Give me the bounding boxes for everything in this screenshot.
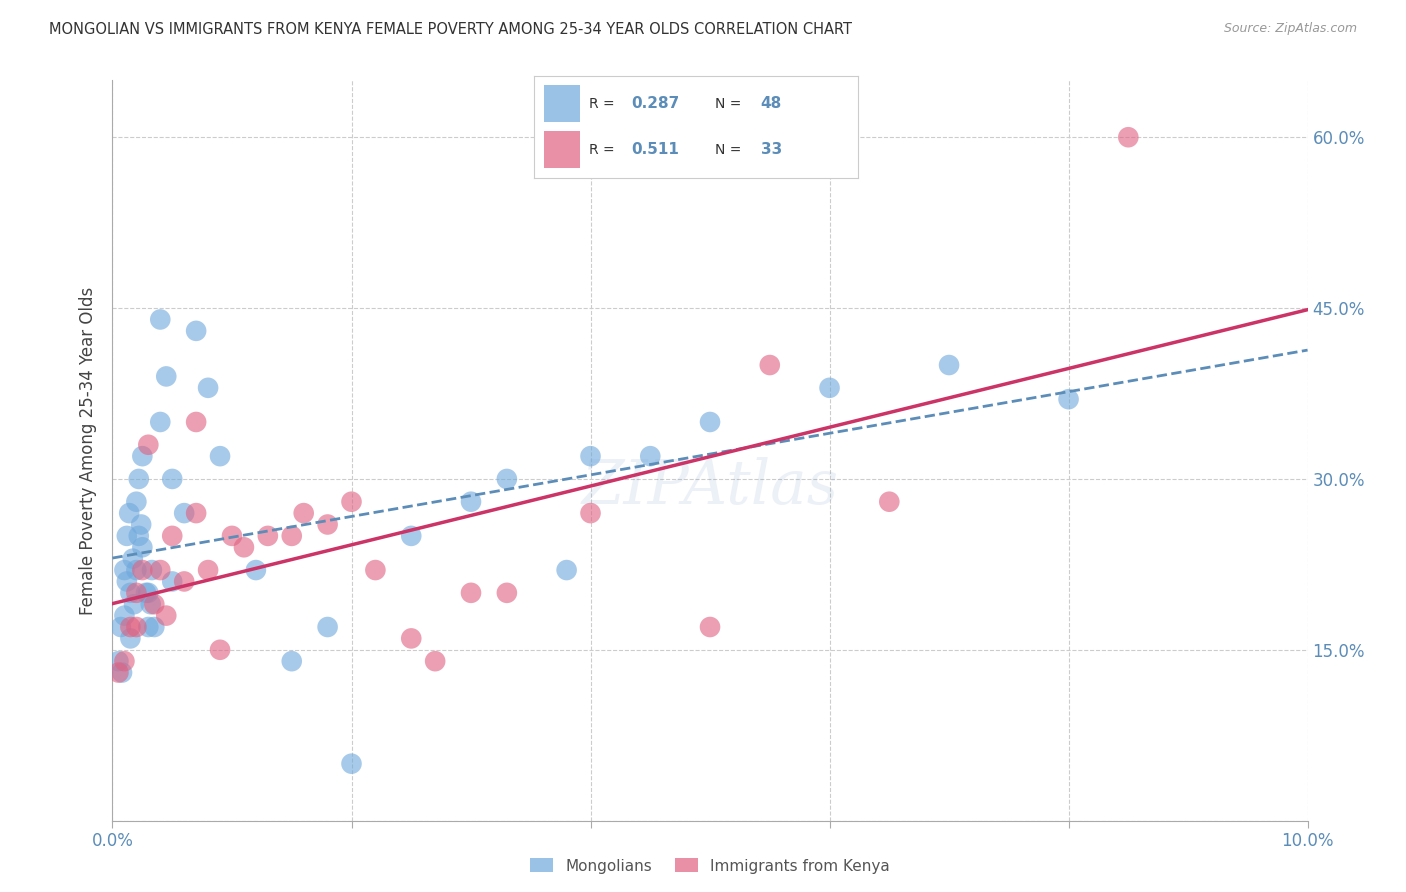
Text: MONGOLIAN VS IMMIGRANTS FROM KENYA FEMALE POVERTY AMONG 25-34 YEAR OLDS CORRELAT: MONGOLIAN VS IMMIGRANTS FROM KENYA FEMAL… bbox=[49, 22, 852, 37]
Point bbox=[759, 358, 782, 372]
Legend: Mongolians, Immigrants from Kenya: Mongolians, Immigrants from Kenya bbox=[524, 853, 896, 880]
Point bbox=[107, 665, 129, 680]
Y-axis label: Female Poverty Among 25-34 Year Olds: Female Poverty Among 25-34 Year Olds bbox=[79, 286, 97, 615]
Point bbox=[555, 563, 578, 577]
Text: ZIPAtlas: ZIPAtlas bbox=[582, 458, 838, 517]
Point bbox=[496, 472, 519, 486]
Point bbox=[340, 494, 363, 508]
Point bbox=[114, 654, 135, 668]
Point bbox=[162, 574, 183, 589]
Point bbox=[1118, 130, 1140, 145]
Point bbox=[879, 494, 901, 508]
Point bbox=[139, 597, 162, 611]
Point bbox=[149, 415, 172, 429]
Point bbox=[173, 574, 195, 589]
Point bbox=[460, 494, 482, 508]
Point bbox=[128, 472, 150, 486]
Point bbox=[114, 608, 135, 623]
Text: Source: ZipAtlas.com: Source: ZipAtlas.com bbox=[1223, 22, 1357, 36]
Text: 48: 48 bbox=[761, 96, 782, 111]
Text: N =: N = bbox=[716, 143, 747, 157]
Point bbox=[143, 597, 166, 611]
Point bbox=[699, 620, 721, 634]
Point bbox=[579, 449, 602, 463]
Point bbox=[209, 449, 232, 463]
Point bbox=[186, 506, 208, 520]
Point bbox=[186, 415, 208, 429]
Point bbox=[245, 563, 267, 577]
Point bbox=[120, 632, 142, 646]
Point bbox=[143, 620, 166, 634]
Point bbox=[131, 541, 153, 555]
Point bbox=[110, 620, 132, 634]
Point bbox=[125, 494, 148, 508]
Point bbox=[197, 563, 219, 577]
Point bbox=[579, 506, 602, 520]
Point bbox=[186, 324, 208, 338]
Point bbox=[131, 449, 153, 463]
Point bbox=[155, 369, 177, 384]
Point bbox=[425, 654, 447, 668]
Point bbox=[107, 654, 129, 668]
Point bbox=[1057, 392, 1080, 407]
Point bbox=[401, 529, 423, 543]
Text: 33: 33 bbox=[761, 142, 782, 157]
Text: 0.287: 0.287 bbox=[631, 96, 679, 111]
Point bbox=[120, 620, 142, 634]
Point bbox=[125, 563, 148, 577]
Text: 0.511: 0.511 bbox=[631, 142, 679, 157]
Point bbox=[162, 529, 183, 543]
Point bbox=[120, 586, 142, 600]
Point bbox=[364, 563, 387, 577]
Point bbox=[138, 620, 160, 634]
Point bbox=[316, 517, 339, 532]
Point bbox=[118, 506, 141, 520]
Point bbox=[131, 563, 153, 577]
Point bbox=[938, 358, 960, 372]
Point bbox=[128, 529, 150, 543]
Point bbox=[699, 415, 721, 429]
Point bbox=[197, 381, 219, 395]
Point bbox=[125, 586, 148, 600]
Point bbox=[121, 551, 143, 566]
Point bbox=[135, 586, 157, 600]
Point bbox=[292, 506, 315, 520]
Bar bbox=[544, 85, 579, 122]
Point bbox=[401, 632, 423, 646]
Point bbox=[496, 586, 519, 600]
Point bbox=[138, 586, 160, 600]
Point bbox=[138, 438, 160, 452]
Text: R =: R = bbox=[589, 96, 619, 111]
Point bbox=[149, 563, 172, 577]
Point bbox=[818, 381, 841, 395]
Point bbox=[114, 563, 135, 577]
Point bbox=[281, 529, 304, 543]
Point bbox=[640, 449, 662, 463]
Point bbox=[460, 586, 482, 600]
Point bbox=[209, 642, 232, 657]
Point bbox=[155, 608, 177, 623]
Point bbox=[173, 506, 195, 520]
Point bbox=[233, 541, 256, 555]
Point bbox=[141, 563, 163, 577]
Point bbox=[149, 312, 172, 326]
Bar bbox=[544, 131, 579, 168]
Point bbox=[115, 529, 138, 543]
Point bbox=[281, 654, 304, 668]
Point bbox=[221, 529, 243, 543]
Text: R =: R = bbox=[589, 143, 624, 157]
Point bbox=[122, 597, 145, 611]
Point bbox=[115, 574, 138, 589]
Point bbox=[129, 517, 152, 532]
Text: N =: N = bbox=[716, 96, 747, 111]
Point bbox=[340, 756, 363, 771]
Point bbox=[162, 472, 183, 486]
Point bbox=[316, 620, 339, 634]
Point bbox=[111, 665, 134, 680]
Point bbox=[257, 529, 280, 543]
Point bbox=[125, 620, 148, 634]
